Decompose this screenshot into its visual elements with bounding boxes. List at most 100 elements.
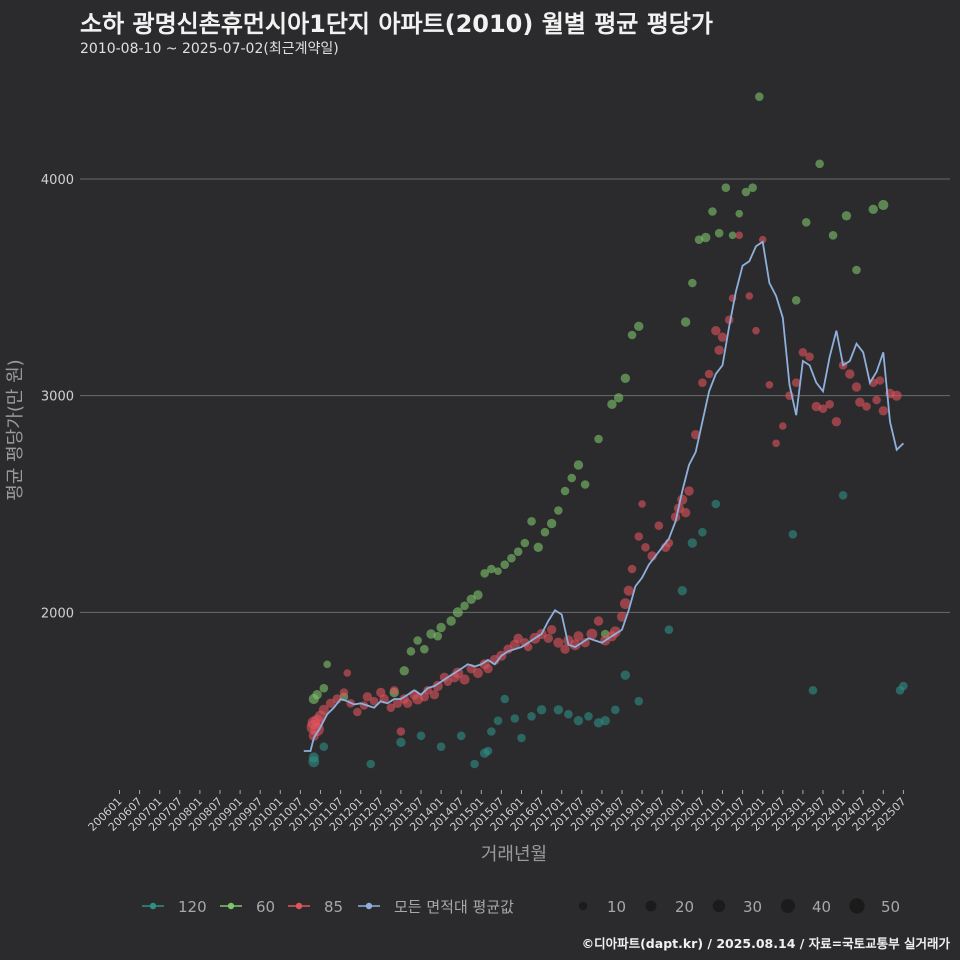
point-85 [758, 235, 767, 244]
point-120 [527, 712, 536, 721]
point-60 [500, 560, 510, 569]
point-60 [801, 218, 811, 227]
chart-subtitle: 2010-08-10 ~ 2025-07-02(최근계약일) [80, 41, 339, 57]
point-60 [680, 317, 691, 327]
point-85 [765, 381, 774, 389]
point-60 [607, 399, 617, 410]
point-85 [638, 500, 646, 508]
point-120 [487, 727, 496, 736]
point-120 [517, 733, 526, 743]
legend-label: 120 [178, 898, 207, 916]
point-60 [473, 590, 483, 600]
point-120 [573, 715, 584, 726]
point-85 [389, 686, 399, 695]
point-60 [513, 547, 523, 556]
point-120 [687, 538, 698, 548]
point-85 [586, 628, 598, 640]
point-120 [600, 715, 610, 726]
point-60 [554, 506, 563, 515]
point-60 [613, 393, 624, 403]
point-60 [520, 538, 530, 548]
point-120 [808, 686, 818, 695]
point-85 [369, 696, 379, 706]
point-120 [564, 709, 573, 719]
point-85 [452, 667, 464, 679]
legend: 120 60 85 모든 면적대 평균값 10 20 30 40 50 [142, 898, 900, 916]
point-60 [436, 622, 446, 633]
point-60 [323, 660, 331, 669]
legend-swatch-dot [227, 902, 235, 910]
legend-swatch-dot [295, 902, 303, 910]
point-60 [452, 607, 463, 618]
point-85 [698, 378, 707, 387]
point-60 [721, 183, 731, 192]
point-85 [805, 352, 814, 361]
point-85 [691, 429, 701, 440]
point-60 [878, 199, 889, 211]
point-60 [573, 460, 584, 470]
point-60 [841, 211, 852, 221]
legend-swatch-dot [149, 902, 157, 910]
point-60 [580, 480, 590, 489]
point-60 [540, 527, 550, 537]
point-60 [446, 616, 456, 626]
point-85 [339, 688, 349, 697]
point-120 [698, 527, 707, 537]
point-85 [818, 404, 828, 413]
point-85 [654, 521, 664, 530]
point-60 [546, 518, 557, 529]
point-85 [318, 704, 329, 715]
point-85 [641, 543, 650, 552]
point-85 [811, 401, 821, 412]
point-85 [546, 624, 557, 635]
point-120 [416, 731, 426, 741]
point-60 [420, 644, 429, 654]
x-axis-ticks: 2006012006072007012007072008012008072009… [86, 790, 909, 834]
average-line-path [303, 240, 905, 752]
average-line [303, 240, 905, 752]
point-60 [627, 330, 637, 340]
legend-size-label: 30 [743, 898, 762, 916]
point-60 [312, 689, 322, 700]
point-85 [513, 633, 523, 644]
point-85 [684, 486, 694, 496]
chart-title: 소하 광명신촌휴먼시아1단지 아파트(2010) 월별 평균 평당가 [80, 10, 713, 38]
point-85 [432, 680, 443, 692]
point-120 [493, 716, 503, 725]
point-120 [584, 712, 593, 721]
point-120 [366, 759, 376, 769]
point-60 [634, 321, 644, 332]
point-120 [319, 742, 329, 751]
point-120 [396, 737, 406, 748]
point-60 [828, 231, 838, 240]
point-85 [779, 422, 787, 430]
point-120 [899, 681, 908, 691]
point-85 [831, 416, 842, 427]
point-85 [862, 402, 871, 411]
point-120 [308, 752, 319, 763]
point-60 [852, 265, 861, 275]
point-60 [735, 209, 744, 218]
point-85 [353, 707, 362, 717]
point-60 [560, 486, 570, 496]
point-60 [487, 564, 496, 574]
point-120 [553, 705, 564, 715]
point-60 [708, 207, 717, 216]
point-85 [711, 325, 721, 336]
x-axis-label: 거래년월 [481, 844, 547, 865]
legend-size-label: 10 [607, 898, 626, 916]
point-60 [433, 631, 443, 641]
point-60 [507, 553, 516, 563]
point-120 [634, 696, 644, 706]
point-120 [838, 491, 848, 500]
point-120 [483, 746, 493, 756]
point-85 [343, 669, 352, 677]
point-120 [470, 759, 479, 769]
scatter-points [306, 92, 908, 769]
point-85 [429, 689, 440, 700]
point-85 [627, 564, 637, 574]
legend-size-label: 20 [675, 898, 694, 916]
point-120 [611, 705, 620, 715]
point-85 [362, 692, 373, 702]
point-85 [386, 703, 396, 712]
